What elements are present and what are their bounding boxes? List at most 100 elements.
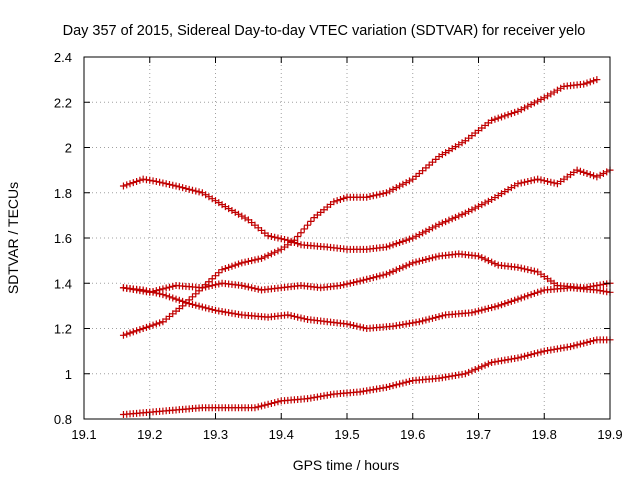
data-point-plus-icon <box>156 178 164 186</box>
data-point-plus-icon <box>336 282 344 290</box>
data-point-plus-icon <box>126 329 134 337</box>
data-point-plus-icon <box>573 341 581 349</box>
data-point-plus-icon <box>359 276 367 284</box>
data-point-plus-icon <box>146 322 154 330</box>
data-point-plus-icon <box>294 240 302 248</box>
data-point-plus-icon <box>524 177 532 185</box>
data-point-plus-icon <box>133 327 141 335</box>
data-point-plus-icon <box>366 274 374 282</box>
data-point-plus-icon <box>304 221 312 229</box>
data-point-plus-icon <box>524 351 532 359</box>
data-point-plus-icon <box>264 232 272 240</box>
data-point-plus-icon <box>169 282 177 290</box>
data-point-plus-icon <box>465 207 473 215</box>
data-point-plus-icon <box>521 293 529 301</box>
data-point-plus-icon <box>412 258 420 266</box>
data-point-plus-icon <box>511 108 519 116</box>
data-point-plus-icon <box>159 285 167 293</box>
series-track-c <box>119 76 601 339</box>
data-point-plus-icon <box>297 229 305 237</box>
data-point-plus-icon <box>478 363 486 371</box>
data-point-plus-icon <box>419 229 427 237</box>
data-point-plus-icon <box>514 295 522 303</box>
y-tick-label: 2.4 <box>54 50 72 65</box>
data-point-plus-icon <box>162 292 170 300</box>
data-point-plus-icon <box>251 285 259 293</box>
data-point-plus-icon <box>353 322 361 330</box>
data-point-plus-icon <box>274 398 282 406</box>
data-point-plus-icon <box>169 294 177 302</box>
data-point-plus-icon <box>182 299 190 307</box>
data-point-plus-icon <box>271 248 279 256</box>
data-point-plus-icon <box>389 382 397 390</box>
data-point-plus-icon <box>570 342 578 350</box>
data-point-plus-icon <box>484 304 492 312</box>
data-point-plus-icon <box>425 255 433 263</box>
data-point-plus-icon <box>419 317 427 325</box>
data-point-plus-icon <box>195 302 203 310</box>
data-point-plus-icon <box>599 170 607 178</box>
data-point-plus-icon <box>415 257 423 265</box>
data-point-plus-icon <box>475 202 482 210</box>
data-point-plus-icon <box>123 330 131 338</box>
data-point-plus-icon <box>346 279 354 287</box>
data-point-plus-icon <box>350 321 358 329</box>
data-point-plus-icon <box>471 204 479 212</box>
data-point-plus-icon <box>494 114 502 122</box>
data-point-plus-icon <box>129 179 137 187</box>
data-point-plus-icon <box>435 313 443 321</box>
x-tick-label: 19.7 <box>466 427 491 442</box>
data-point-plus-icon <box>340 281 348 289</box>
data-point-plus-icon <box>175 296 183 304</box>
data-point-plus-icon <box>419 256 427 264</box>
data-point-plus-icon <box>382 383 390 391</box>
data-point-plus-icon <box>356 323 364 331</box>
data-point-plus-icon <box>527 177 535 185</box>
data-point-plus-icon <box>254 255 262 263</box>
data-series <box>119 76 614 418</box>
data-point-plus-icon <box>162 180 170 188</box>
data-point-plus-icon <box>521 265 529 273</box>
data-point-plus-icon <box>547 178 555 186</box>
data-point-plus-icon <box>274 234 282 242</box>
data-point-plus-icon <box>267 250 275 258</box>
data-point-plus-icon <box>389 267 397 275</box>
data-point-plus-icon <box>491 303 499 311</box>
data-point-plus-icon <box>185 296 193 304</box>
data-point-plus-icon <box>277 235 285 243</box>
y-tick-label: 2 <box>65 141 72 156</box>
data-point-plus-icon <box>524 292 532 300</box>
data-point-plus-icon <box>267 232 275 240</box>
data-point-plus-icon <box>212 281 219 289</box>
data-point-plus-icon <box>363 193 371 201</box>
data-point-plus-icon <box>537 287 545 295</box>
data-point-plus-icon <box>274 247 282 255</box>
y-tick-label: 2.2 <box>54 95 72 110</box>
data-point-plus-icon <box>491 260 499 268</box>
data-point-plus-icon <box>258 402 266 410</box>
data-point-plus-icon <box>475 307 482 315</box>
y-tick-label: 1.4 <box>54 276 72 291</box>
data-point-plus-icon <box>123 181 131 189</box>
axis-ticks: 19.1 19.2 19.3 19.4 19.5 19.6 19.7 19.8 19.9 0.8 1… <box>54 50 623 442</box>
data-point-plus-icon <box>475 364 482 372</box>
data-point-plus-icon <box>527 101 535 109</box>
data-point-plus-icon <box>465 368 473 376</box>
data-point-plus-icon <box>593 76 601 84</box>
data-point-plus-icon <box>192 290 200 298</box>
data-point-plus-icon <box>336 196 344 204</box>
data-point-plus-icon <box>369 274 377 282</box>
data-point-plus-icon <box>198 284 206 292</box>
data-point-plus-icon <box>590 172 598 180</box>
data-point-plus-icon <box>527 291 535 299</box>
data-point-plus-icon <box>202 304 210 312</box>
data-point-plus-icon <box>428 224 436 232</box>
data-point-plus-icon <box>392 184 400 192</box>
data-point-plus-icon <box>478 254 486 262</box>
data-point-plus-icon <box>126 180 134 188</box>
data-point-plus-icon <box>399 237 407 245</box>
data-point-plus-icon <box>382 270 390 278</box>
data-point-plus-icon <box>264 400 272 408</box>
data-point-plus-icon <box>448 215 456 223</box>
data-point-plus-icon <box>258 254 266 262</box>
